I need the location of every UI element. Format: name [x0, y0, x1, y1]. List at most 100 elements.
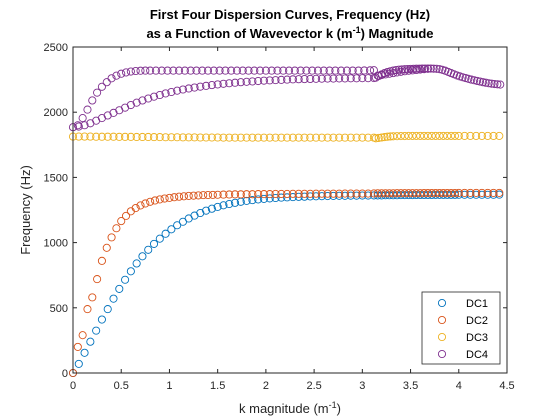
- data-point-dc3: [97, 132, 106, 141]
- data-point-dc2: [219, 190, 228, 199]
- data-point-dc2: [175, 192, 184, 201]
- data-point-dc3: [283, 133, 292, 142]
- data-point-dc3: [483, 131, 492, 140]
- x-axis-ticks: 0 0.5 1 1.5 2 2.5 3 3.5 4 4.5: [70, 47, 515, 392]
- data-point-dc4: [329, 74, 338, 83]
- data-point-dc4: [406, 64, 415, 73]
- data-point-dc4: [317, 74, 326, 83]
- data-point-dc2: [141, 199, 150, 208]
- data-point-dc4: [161, 89, 170, 98]
- data-point-dc2: [203, 190, 213, 200]
- data-marks: [68, 64, 505, 378]
- data-point-dc3: [138, 132, 147, 142]
- x-tick-label: 4.5: [499, 380, 514, 392]
- data-point-dc4: [288, 75, 297, 84]
- data-point-dc3: [439, 131, 448, 140]
- data-point-dc3: [335, 133, 344, 142]
- data-point-dc2: [392, 189, 402, 198]
- data-point-dc4: [236, 78, 245, 87]
- data-point-dc2: [97, 256, 106, 265]
- data-point-dc4: [283, 75, 292, 84]
- axes-box: [72, 46, 508, 374]
- data-point-dc4: [313, 66, 323, 75]
- data-point-dc2: [329, 189, 338, 198]
- data-point-dc3: [80, 132, 89, 141]
- chart-title-line2-end: ) Magnitude: [361, 26, 434, 41]
- data-point-dc4: [244, 66, 253, 75]
- data-point-dc2: [381, 189, 390, 198]
- data-point-dc2: [230, 190, 240, 199]
- data-point-dc4: [311, 74, 321, 83]
- data-point-dc4: [198, 66, 207, 75]
- data-point-dc4: [209, 66, 218, 75]
- data-point-dc4: [259, 76, 269, 85]
- data-point-dc4: [93, 88, 102, 97]
- data-point-dc2: [364, 189, 373, 198]
- data-point-dc3: [161, 133, 170, 142]
- data-point-dc3: [454, 131, 463, 140]
- chart-title-line1: First Four Dispersion Curves, Frequency …: [150, 7, 430, 22]
- data-point-dc4: [331, 66, 340, 75]
- data-point-dc3: [92, 132, 101, 141]
- data-point-dc3: [121, 132, 130, 141]
- data-point-dc4: [248, 77, 257, 86]
- data-point-dc4: [373, 71, 382, 80]
- data-point-dc2: [369, 189, 378, 198]
- data-point-dc1: [271, 193, 280, 203]
- data-point-dc1: [149, 239, 159, 248]
- data-point-dc2: [495, 188, 504, 197]
- data-point-dc3: [412, 131, 421, 140]
- data-point-dc4: [180, 66, 189, 75]
- data-point-dc4: [232, 66, 242, 75]
- data-point-dc1: [323, 191, 332, 201]
- data-point-dc4: [155, 90, 164, 100]
- data-point-dc1: [167, 225, 176, 234]
- data-point-dc4: [323, 74, 332, 83]
- data-point-dc4: [496, 80, 505, 89]
- data-point-dc4: [157, 66, 166, 75]
- data-point-dc4: [337, 66, 346, 75]
- data-point-dc4: [136, 66, 145, 75]
- data-point-dc4: [132, 98, 141, 107]
- data-point-dc1: [335, 191, 344, 200]
- data-point-dc2: [454, 188, 463, 197]
- data-point-dc4: [192, 66, 201, 75]
- data-point-dc4: [420, 64, 430, 73]
- data-point-dc4: [213, 80, 222, 89]
- data-point-dc2: [78, 331, 87, 340]
- data-point-dc2: [427, 188, 436, 198]
- data-point-dc3: [155, 133, 164, 142]
- data-point-dc3: [173, 133, 182, 142]
- data-point-dc1: [265, 194, 274, 203]
- data-point-dc4: [151, 66, 160, 75]
- series-dc3: [68, 131, 504, 143]
- data-point-dc3: [202, 133, 211, 142]
- data-point-dc4: [277, 75, 286, 84]
- data-point-dc2: [358, 189, 367, 198]
- data-point-dc4: [190, 83, 199, 92]
- data-point-dc3: [323, 133, 332, 142]
- data-point-dc4: [354, 66, 363, 75]
- data-point-dc3: [420, 131, 429, 140]
- data-point-dc1: [207, 204, 216, 213]
- data-point-dc4: [290, 66, 299, 75]
- data-point-dc2: [150, 196, 160, 205]
- data-point-dc1: [196, 208, 205, 218]
- data-point-dc2: [259, 190, 269, 199]
- data-point-dc3: [447, 131, 456, 140]
- data-point-dc3: [109, 132, 118, 141]
- data-point-dc2: [311, 189, 321, 198]
- data-point-dc3: [371, 134, 380, 143]
- data-point-dc3: [392, 132, 402, 141]
- data-point-dc1: [352, 191, 361, 200]
- data-point-dc2: [385, 189, 394, 198]
- data-point-dc1: [423, 190, 432, 200]
- data-point-dc3: [374, 133, 383, 142]
- data-point-dc2: [400, 189, 409, 198]
- data-point-dc3: [242, 133, 251, 142]
- data-point-dc1: [346, 191, 355, 200]
- data-point-dc4: [250, 66, 259, 75]
- x-axis-label: k magnitude (m-1): [239, 400, 341, 416]
- data-point-dc1: [404, 191, 413, 200]
- series-dc1: [68, 190, 504, 378]
